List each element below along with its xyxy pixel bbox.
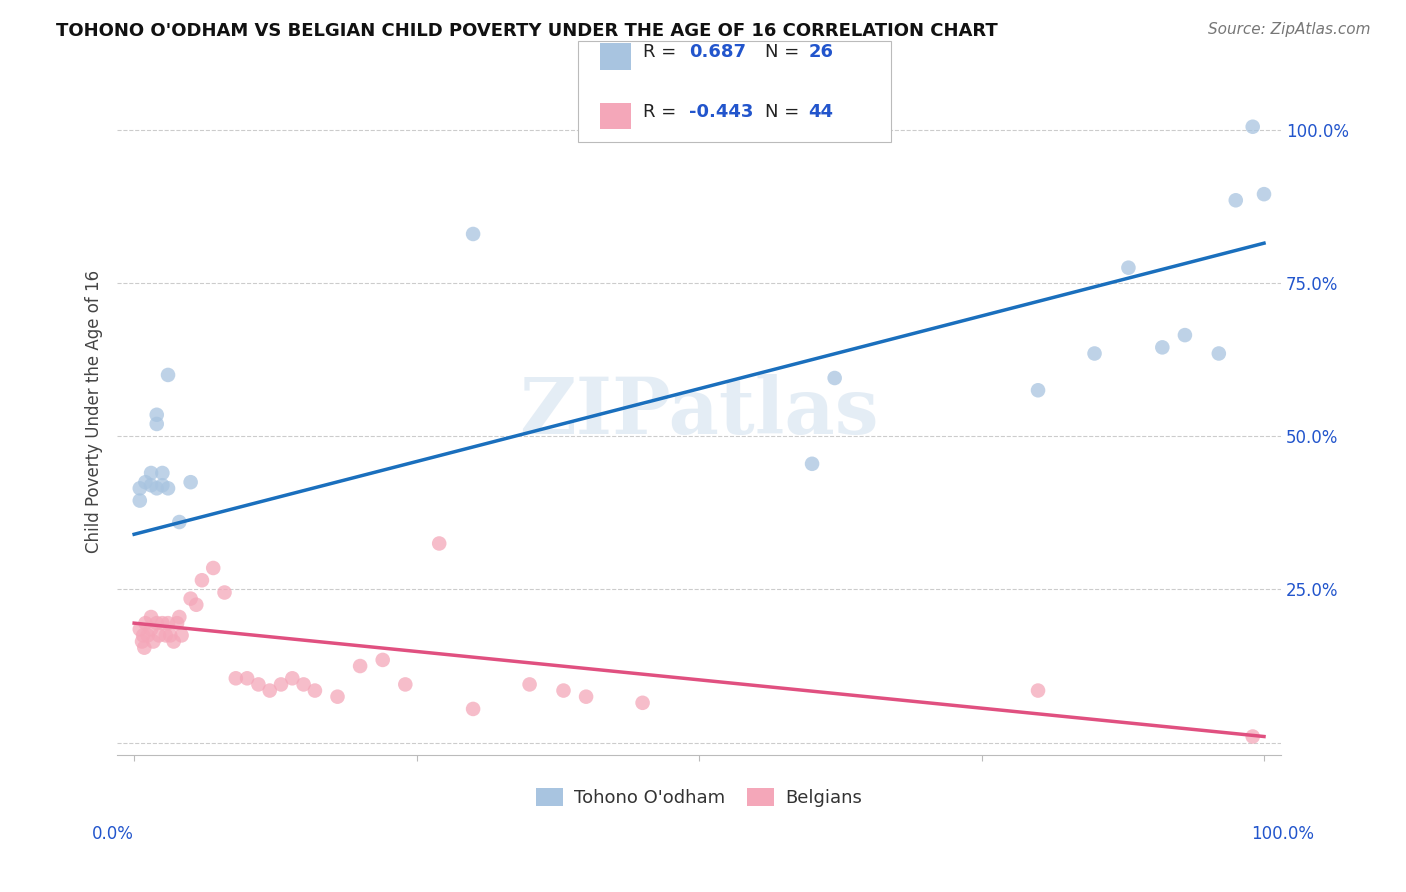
Point <box>281 671 304 685</box>
Text: 0.0%: 0.0% <box>91 825 134 843</box>
Point <box>169 610 191 624</box>
Point <box>553 683 575 698</box>
Point <box>166 616 188 631</box>
Point <box>519 677 541 691</box>
Point <box>1118 260 1140 275</box>
Point <box>1208 346 1230 360</box>
Point <box>225 671 247 685</box>
Legend: Tohono O'odham, Belgians: Tohono O'odham, Belgians <box>529 780 869 814</box>
Point <box>159 628 181 642</box>
Point <box>128 622 150 636</box>
Y-axis label: Child Poverty Under the Age of 16: Child Poverty Under the Age of 16 <box>86 270 103 553</box>
Point <box>1174 328 1197 343</box>
Point <box>1253 187 1275 202</box>
Point <box>155 628 177 642</box>
Point <box>326 690 349 704</box>
Point <box>461 227 484 241</box>
Text: 0.687: 0.687 <box>689 43 747 61</box>
Point <box>134 616 156 631</box>
Point <box>145 417 167 431</box>
Point <box>801 457 824 471</box>
Point <box>1026 384 1049 398</box>
Text: N =: N = <box>765 43 804 61</box>
Point <box>134 640 156 655</box>
Point <box>139 622 162 636</box>
Point <box>163 634 186 648</box>
Point <box>292 677 315 691</box>
Point <box>1241 120 1264 134</box>
Point <box>247 677 270 691</box>
Point <box>150 466 173 480</box>
Point <box>139 610 162 624</box>
Point <box>139 466 162 480</box>
Text: Source: ZipAtlas.com: Source: ZipAtlas.com <box>1208 22 1371 37</box>
Point <box>148 628 170 642</box>
Point <box>145 616 167 631</box>
Point <box>202 561 225 575</box>
Point <box>134 475 156 490</box>
Point <box>136 628 159 642</box>
Point <box>169 515 191 529</box>
Point <box>236 671 259 685</box>
Text: R =: R = <box>643 43 682 61</box>
Point <box>259 683 281 698</box>
Point <box>214 585 236 599</box>
Point <box>150 616 173 631</box>
Point <box>157 616 180 631</box>
Point <box>270 677 292 691</box>
Point <box>394 677 416 691</box>
Point <box>575 690 598 704</box>
Point <box>427 536 450 550</box>
Point <box>304 683 326 698</box>
Text: ZIPatlas: ZIPatlas <box>519 374 879 450</box>
Point <box>157 481 180 495</box>
Point <box>145 481 167 495</box>
Text: R =: R = <box>643 103 682 120</box>
Text: N =: N = <box>765 103 804 120</box>
Point <box>145 408 167 422</box>
Point <box>180 475 202 490</box>
Text: 44: 44 <box>808 103 834 120</box>
Point <box>128 481 150 495</box>
Point <box>139 478 162 492</box>
Point <box>128 493 150 508</box>
Point <box>1225 194 1247 208</box>
Point <box>157 368 180 382</box>
Point <box>1083 346 1105 360</box>
Point <box>180 591 202 606</box>
Point <box>371 653 394 667</box>
Point <box>131 634 153 648</box>
Point <box>186 598 208 612</box>
Point <box>142 634 165 648</box>
Text: 26: 26 <box>808 43 834 61</box>
Text: -0.443: -0.443 <box>689 103 754 120</box>
Point <box>150 478 173 492</box>
Text: TOHONO O'ODHAM VS BELGIAN CHILD POVERTY UNDER THE AGE OF 16 CORRELATION CHART: TOHONO O'ODHAM VS BELGIAN CHILD POVERTY … <box>56 22 998 40</box>
Text: 100.0%: 100.0% <box>1251 825 1315 843</box>
Point <box>1152 340 1174 354</box>
Point <box>1026 683 1049 698</box>
Point <box>1241 730 1264 744</box>
Point <box>132 628 155 642</box>
Point <box>631 696 654 710</box>
Point <box>349 659 371 673</box>
Point <box>191 573 214 587</box>
Point <box>170 628 193 642</box>
Point <box>824 371 846 385</box>
Point <box>461 702 484 716</box>
